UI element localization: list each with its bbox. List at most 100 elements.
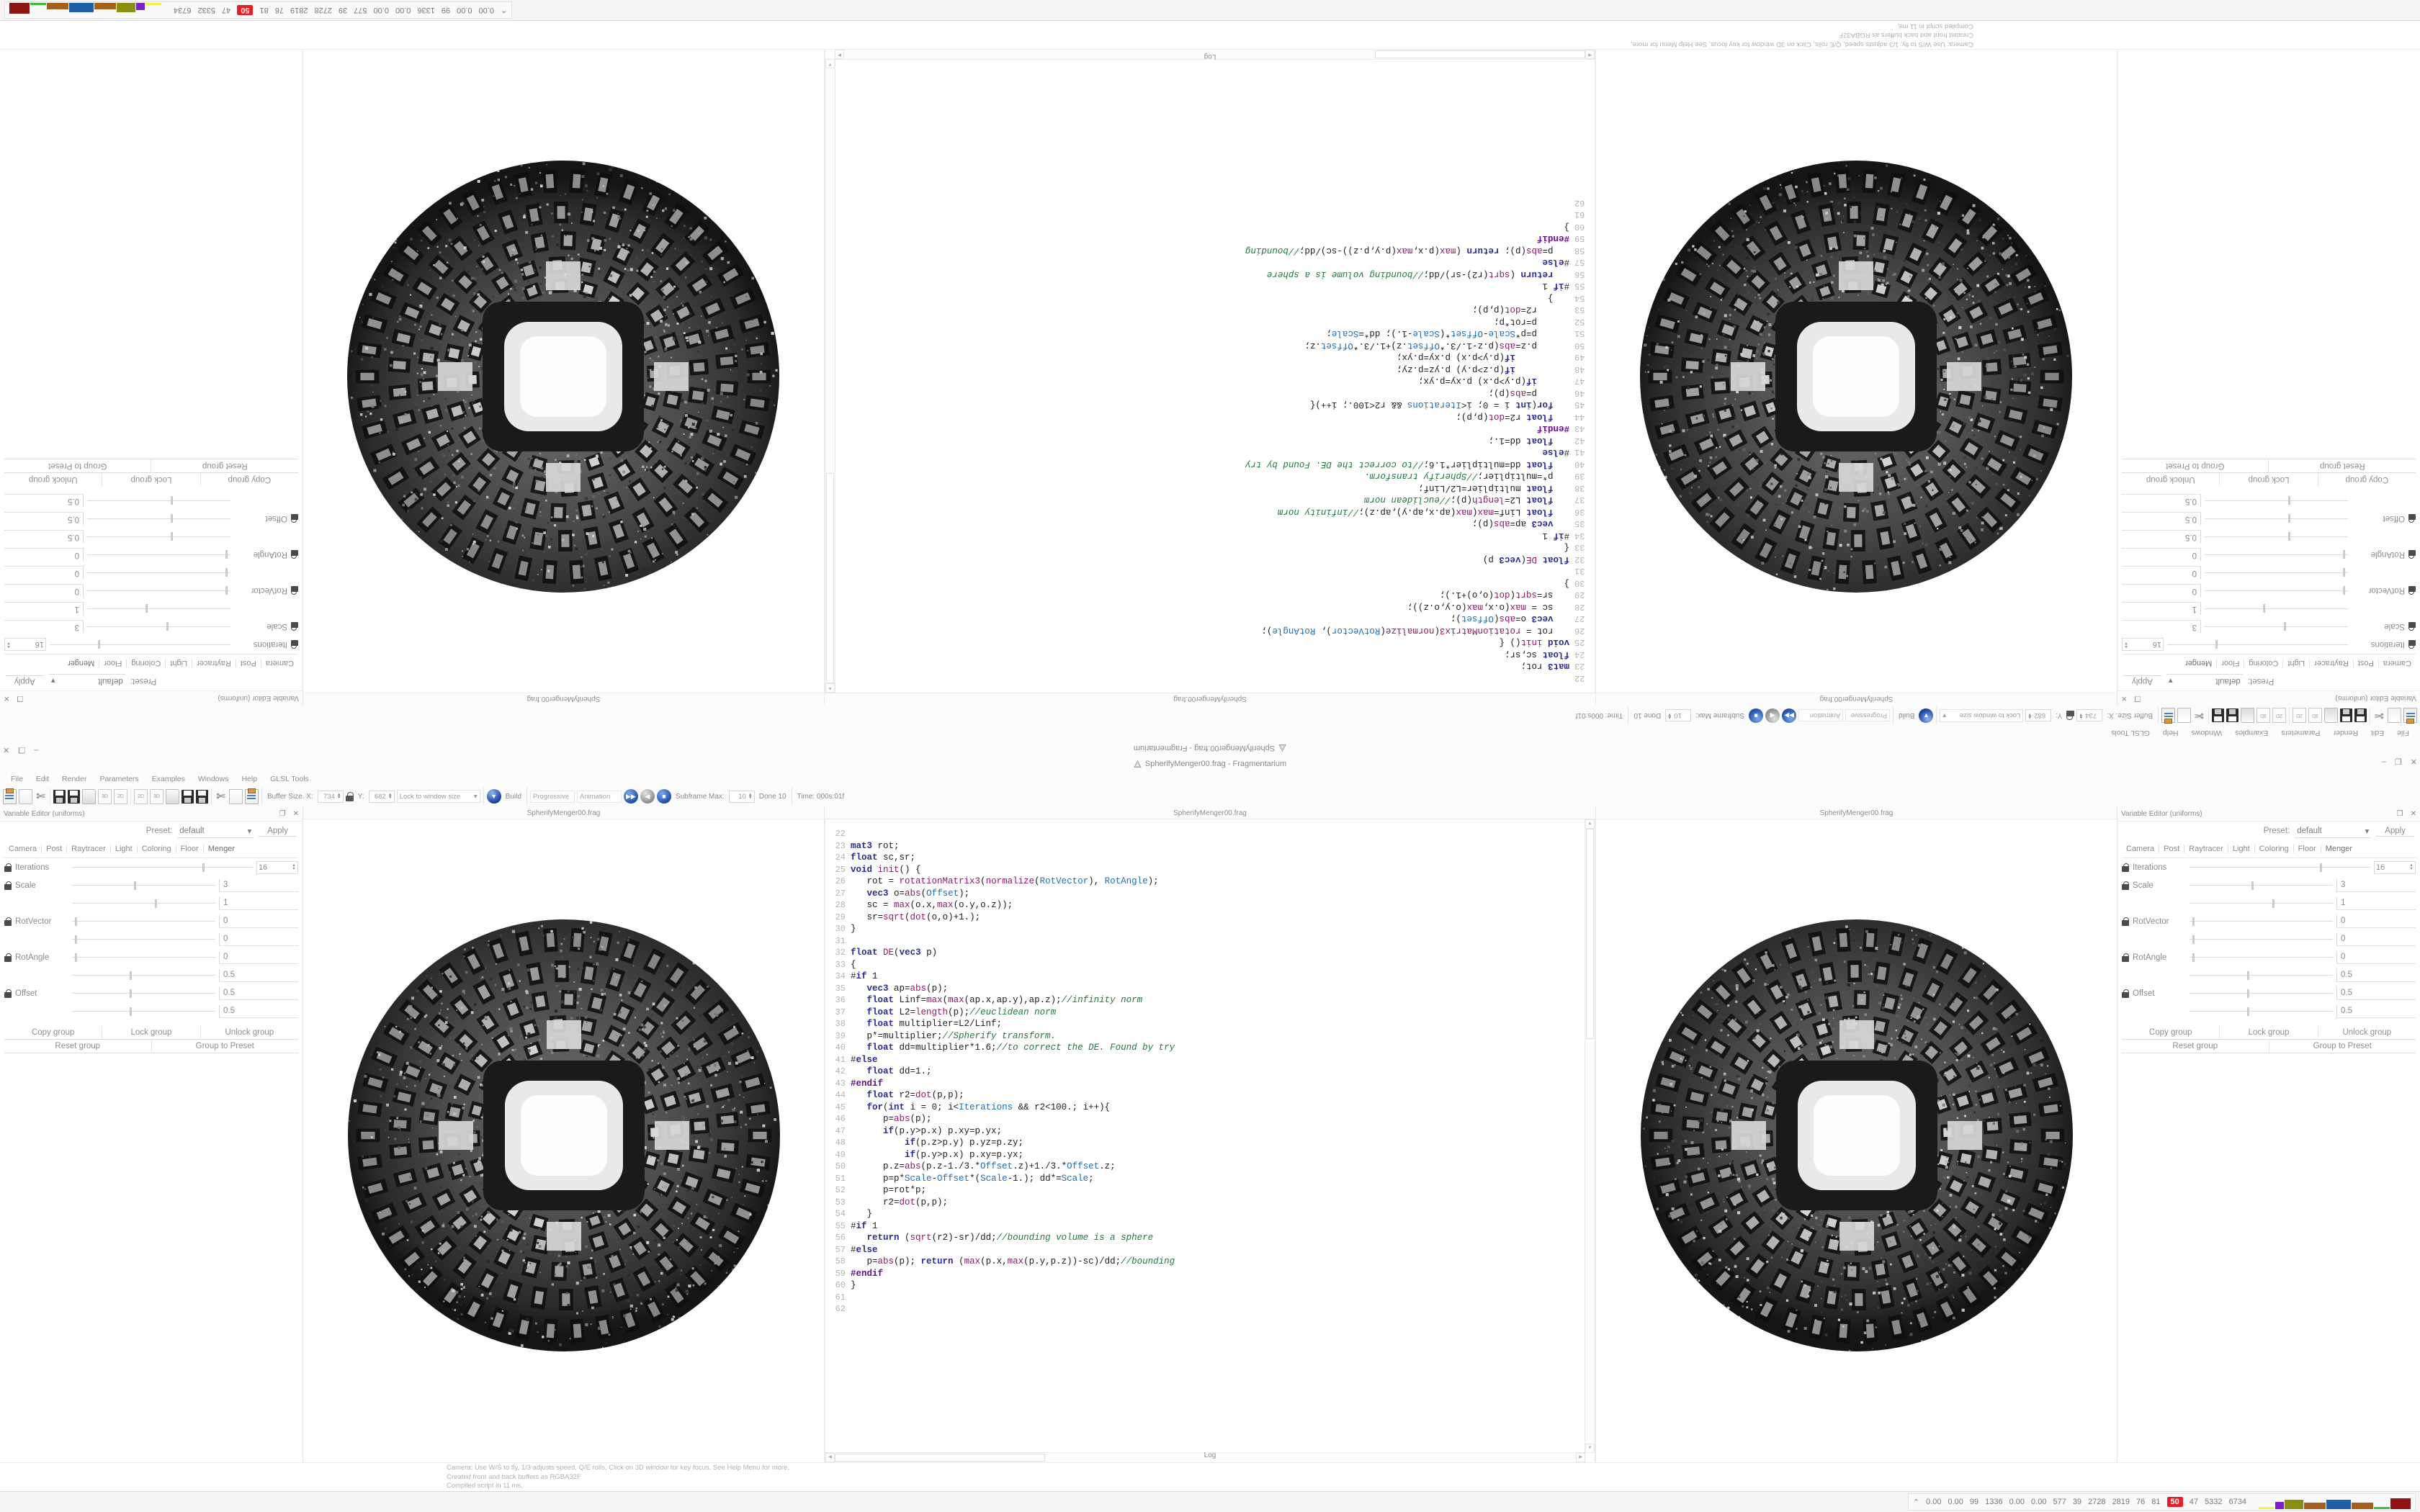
view-3d-icon[interactable]: 3D xyxy=(2257,708,2270,724)
code-line[interactable]: 58 p=abs(p); return (max(p.x,max(p.y,p.z… xyxy=(825,1256,1585,1268)
value-offset-z[interactable]: 0.5 xyxy=(2122,495,2201,508)
lock-icon[interactable] xyxy=(291,515,298,523)
param-row-offset-y[interactable]: Offset 0.5 xyxy=(4,510,298,528)
tray-caret-icon[interactable]: ⌃ xyxy=(501,6,507,15)
code-line[interactable]: 35 vec3 ap=abs(p); xyxy=(835,518,1595,530)
code-line[interactable]: 59 #endif xyxy=(835,233,1595,245)
menu-examples[interactable]: Examples xyxy=(2228,729,2275,738)
slider-rotvector-x[interactable] xyxy=(2190,899,2333,909)
code-line[interactable]: 52 p=rot*p; xyxy=(835,316,1595,328)
value-rotangle[interactable]: 0 xyxy=(2336,951,2416,964)
code-line[interactable]: 25 void init() { xyxy=(835,636,1595,649)
lock-icon[interactable] xyxy=(4,863,12,872)
window-controls[interactable]: – ❐ ✕ xyxy=(3,745,38,755)
slider-rotangle[interactable] xyxy=(2190,953,2333,963)
lock-icon[interactable] xyxy=(4,953,12,962)
group-to-preset-button[interactable]: Group to Preset xyxy=(4,459,151,472)
param-row-rotvector-x[interactable]: 1 xyxy=(2122,600,2416,618)
group-to-preset-button[interactable]: Group to Preset xyxy=(2122,459,2269,472)
view-2d-icon[interactable]: 2D xyxy=(134,789,148,804)
value-offset-z[interactable]: 0.5 xyxy=(219,1005,298,1018)
code-line[interactable]: 37 float L2=length(p);//euclidean norm xyxy=(835,494,1595,506)
code-line[interactable]: 26 rot = rotationMatrix3(normalize(RotVe… xyxy=(825,876,1585,888)
preset-combo[interactable]: default ▾ xyxy=(2166,675,2243,688)
code-line[interactable]: 29 sr=sqrt(dot(o,o)+1.); xyxy=(825,912,1585,924)
save-as-icon[interactable] xyxy=(68,790,80,804)
value-iterations[interactable]: 16 ▲ ▼ xyxy=(4,639,46,652)
scroll-thumb-vertical[interactable] xyxy=(826,473,834,683)
slider-rotangle[interactable] xyxy=(2205,550,2348,560)
lock-icon[interactable] xyxy=(2122,953,2129,962)
param-row-offset-y[interactable]: Offset 0.5 xyxy=(2122,510,2416,528)
slider-iterations[interactable] xyxy=(2167,640,2348,650)
copy-group-button[interactable]: Copy group xyxy=(2122,1026,2220,1040)
toolbar-group-edit[interactable]: ✄ xyxy=(212,788,262,805)
tab-light[interactable]: Light xyxy=(165,659,192,667)
slider-rotvector-y[interactable] xyxy=(87,586,230,596)
toolbar-group-file[interactable]: ✄ xyxy=(0,788,50,805)
group-to-preset-button[interactable]: Group to Preset xyxy=(152,1040,299,1053)
code-line[interactable]: 50 p.z=abs(p.z-1./3.*Offset.z)+1./3.*Off… xyxy=(835,340,1595,352)
value-offset-x[interactable]: 0.5 xyxy=(219,969,298,982)
toolbar-group-buffer[interactable]: Buffer Size. X: 734 ▲ ▼ Y: 682 ▲ ▼ Lock to w… xyxy=(1936,707,2158,724)
close-icon[interactable]: ✕ xyxy=(4,694,9,702)
lock-icon[interactable] xyxy=(2122,989,2129,998)
slider-scale[interactable] xyxy=(2190,881,2333,891)
lock-icon[interactable] xyxy=(2408,587,2416,595)
close-icon[interactable]: ✕ xyxy=(2411,757,2417,767)
lock-to-window-size-combo[interactable]: Lock to window size ▾ xyxy=(1940,709,2023,722)
folder-icon[interactable] xyxy=(2324,708,2338,724)
code-scrollbar-vertical[interactable]: ▲ ▼ xyxy=(1585,819,1595,1453)
build-icon[interactable]: ▼ xyxy=(1919,708,1933,723)
lock-icon[interactable] xyxy=(2122,917,2129,926)
value-offset-y[interactable]: 0.5 xyxy=(2122,513,2201,526)
param-row-rotvector-x[interactable]: 1 xyxy=(4,600,298,618)
code-line[interactable]: 36 float Linf=max(max(ap.x,ap.y),ap.z);/… xyxy=(825,994,1585,1007)
value-rotvector-z[interactable]: 0 xyxy=(4,567,84,580)
buffer-x-input[interactable]: 734 ▲ ▼ xyxy=(2076,710,2102,722)
tab-camera[interactable]: Camera xyxy=(2378,659,2416,667)
code-line[interactable]: 42 float dd=1.; xyxy=(825,1066,1585,1078)
lock-to-window-size-combo[interactable]: Lock to window size ▾ xyxy=(397,790,480,803)
code-line[interactable]: 54 } xyxy=(835,292,1595,305)
menu-render[interactable]: Render xyxy=(55,775,93,783)
slider-offset-z[interactable] xyxy=(2205,496,2348,506)
param-row-scale[interactable]: Scale 3 xyxy=(2122,876,2416,894)
tab-post[interactable]: Post xyxy=(2353,659,2378,667)
code-line[interactable]: 33{ xyxy=(835,541,1595,554)
tab-coloring[interactable]: Coloring xyxy=(126,659,165,667)
code-line[interactable]: 43 #endif xyxy=(835,423,1595,435)
folder-icon[interactable] xyxy=(82,789,96,804)
reset-group-button[interactable]: Reset group xyxy=(2122,1040,2269,1053)
save-all-icon[interactable] xyxy=(2212,709,2224,723)
variable-editor-tabs[interactable]: Camera Post Raytracer Light Coloring Flo… xyxy=(4,840,298,858)
code-line[interactable]: 22 xyxy=(825,828,1585,840)
open-folder-icon[interactable] xyxy=(2241,708,2254,724)
group-buttons-row2[interactable]: Reset group Group to Preset xyxy=(4,459,298,472)
variable-editor-tabs[interactable]: Camera Post Raytracer Light Coloring Flo… xyxy=(2122,840,2416,858)
value-rotvector-y[interactable]: 0 xyxy=(2336,915,2416,928)
save-2-icon[interactable] xyxy=(2226,709,2238,723)
slider-scale[interactable] xyxy=(2205,622,2348,632)
value-offset-y[interactable]: 0.5 xyxy=(4,513,84,526)
toolbar-group-buffer[interactable]: Buffer Size. X: 734 ▲ ▼ Y: 682 ▲ ▼ Lock to w… xyxy=(262,788,484,805)
tab-coloring[interactable]: Coloring xyxy=(2244,659,2282,667)
slider-iterations[interactable] xyxy=(2190,863,2370,873)
group-to-preset-button[interactable]: Group to Preset xyxy=(2269,1040,2416,1053)
open-file-icon[interactable] xyxy=(19,789,32,804)
scroll-up-icon[interactable]: ▲ xyxy=(1585,819,1595,829)
toolbar-group-file[interactable]: ✄ xyxy=(2370,707,2420,724)
menu-parameters[interactable]: Parameters xyxy=(93,775,145,783)
param-row-iterations[interactable]: Iterations 16 ▲ ▼ xyxy=(2122,636,2416,654)
new-file-icon[interactable] xyxy=(3,789,17,804)
lock-icon[interactable] xyxy=(2408,551,2416,559)
value-offset-z[interactable]: 0.5 xyxy=(2336,1005,2416,1018)
code-line[interactable]: 39 p*=multiplier;//Spherify transform. xyxy=(835,470,1595,482)
fractal-render-right[interactable] xyxy=(1626,905,2087,1366)
value-rotvector-z[interactable]: 0 xyxy=(2336,933,2416,946)
code-line[interactable]: 49 if(p.y>p.x) p.xy=p.yx; xyxy=(835,351,1595,364)
stop-icon[interactable]: ■ xyxy=(657,789,671,804)
copy-group-button[interactable]: Copy group xyxy=(2318,472,2416,486)
toolbar-group-mode[interactable]: 2D 3D xyxy=(131,788,212,805)
system-tray[interactable]: ⌃ 0.00 0.00 99 1336 0.00 0.00 577 39 272… xyxy=(4,1,512,19)
